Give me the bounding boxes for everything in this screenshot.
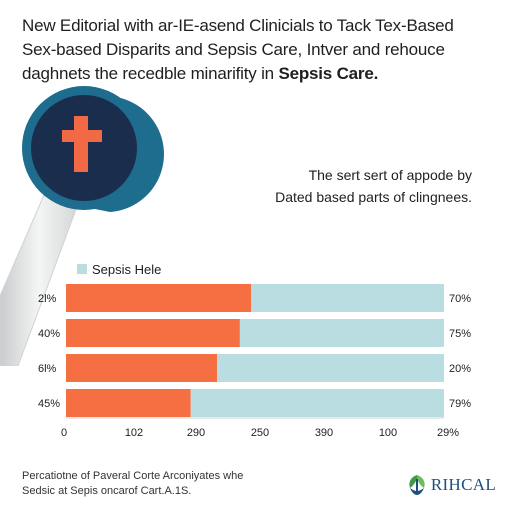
side-note-line-1: The sert sert of appode by bbox=[308, 167, 472, 183]
x-tick-label-1: 0 bbox=[61, 427, 67, 439]
headline-line-1: New Editorial with ar-IE-asend Clinicial… bbox=[22, 16, 454, 35]
cross-vertical-bar bbox=[74, 116, 88, 172]
right-value-label-4: 79% bbox=[449, 398, 471, 410]
bar-segment-1-row-4 bbox=[66, 389, 191, 417]
footer-note-line-2: Sedsic at Sepis oncarof Cart.A.1S. bbox=[22, 485, 192, 497]
right-value-label-1: 70% bbox=[449, 293, 471, 305]
headline-line-3-prefix: daghnets the recedble minarifity in bbox=[22, 64, 279, 83]
side-note: The sert sert of appode by Dated based p… bbox=[232, 164, 472, 208]
bar-segment-2-row-3 bbox=[217, 354, 444, 382]
headline: New Editorial with ar-IE-asend Clinicial… bbox=[22, 14, 492, 86]
headline-line-3-strong: Sepsis Care. bbox=[278, 64, 379, 83]
bar-segment-1-row-3 bbox=[66, 354, 218, 382]
chart-legend: Sepsis Hele bbox=[77, 260, 161, 278]
category-label-4: 45% bbox=[38, 398, 60, 410]
brand-name: RIHCAL bbox=[430, 475, 496, 494]
footer-note: Percatiotne of Paveral Corte Arconiyates… bbox=[22, 469, 243, 499]
x-tick-label-4: 250 bbox=[251, 427, 269, 439]
brand-logo: RIHCAL bbox=[406, 472, 496, 498]
stacked-bar-chart: 2l% 70% 40% 75% 6l% 20% 45% 79% 0 102 290 250 390 100… bbox=[38, 284, 471, 439]
headline-line-3: daghnets the recedble minarifity in Seps… bbox=[22, 62, 492, 86]
category-label-1: 2l% bbox=[38, 293, 57, 305]
bar-segment-2-row-1 bbox=[251, 284, 444, 312]
x-tick-label-7: 29% bbox=[437, 427, 459, 439]
right-value-label-2: 75% bbox=[449, 328, 471, 340]
legend-label: Sepsis Hele bbox=[92, 261, 162, 277]
bar-segment-2-row-2 bbox=[239, 319, 444, 347]
leaf-emblem-icon bbox=[409, 475, 425, 495]
bar-segment-2-row-4 bbox=[190, 389, 444, 417]
x-tick-label-2: 102 bbox=[125, 427, 143, 439]
legend-swatch bbox=[77, 264, 87, 274]
category-label-3: 6l% bbox=[38, 363, 57, 375]
bar-segment-1-row-2 bbox=[66, 319, 240, 347]
cross-horizontal-bar bbox=[62, 130, 102, 142]
x-tick-label-5: 390 bbox=[315, 427, 333, 439]
headline-line-2: Sex-based Disparits and Sepsis Care, Int… bbox=[22, 40, 445, 59]
x-tick-label-3: 290 bbox=[187, 427, 205, 439]
side-note-line-2: Dated based parts of clingnees. bbox=[275, 189, 472, 205]
magnifier-cross-icon bbox=[0, 86, 164, 366]
bar-segment-1-row-1 bbox=[66, 284, 252, 312]
x-tick-label-6: 100 bbox=[379, 427, 397, 439]
right-value-label-3: 20% bbox=[449, 363, 471, 375]
footer-note-line-1: Percatiotne of Paveral Corte Arconiyates… bbox=[22, 470, 244, 482]
category-label-2: 40% bbox=[38, 328, 60, 340]
